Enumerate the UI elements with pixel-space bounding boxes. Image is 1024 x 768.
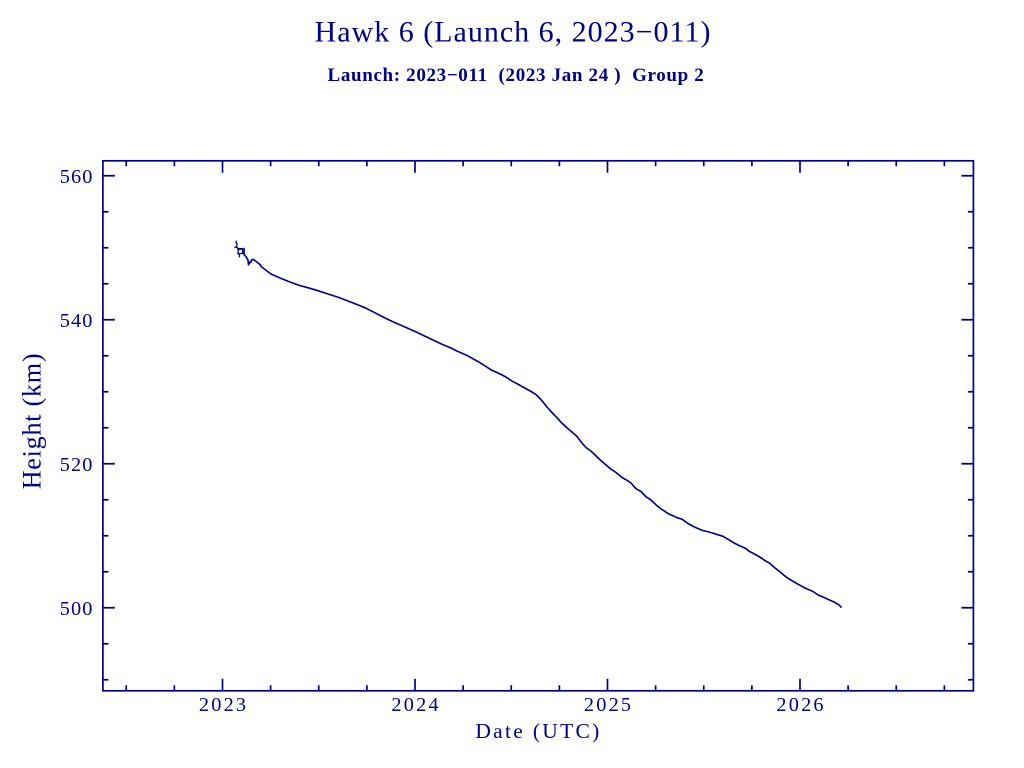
svg-text:520: 520 [60,454,94,476]
svg-text:Launch: 2023−011 (2023 Jan 24: Launch: 2023−011 (2023 Jan 24 ) Group 2 [328,65,705,86]
svg-text:2023: 2023 [199,694,248,716]
svg-text:2025: 2025 [584,694,633,716]
svg-text:2026: 2026 [776,694,825,716]
svg-text:500: 500 [60,598,94,620]
svg-text:2024: 2024 [391,694,440,716]
svg-text:540: 540 [60,310,94,332]
svg-text:Date (UTC): Date (UTC) [475,719,601,743]
svg-text:560: 560 [60,166,94,188]
svg-text:Height (km): Height (km) [18,353,47,490]
svg-text:Hawk 6 (Launch 6, 2023−011): Hawk 6 (Launch 6, 2023−011) [315,16,712,49]
